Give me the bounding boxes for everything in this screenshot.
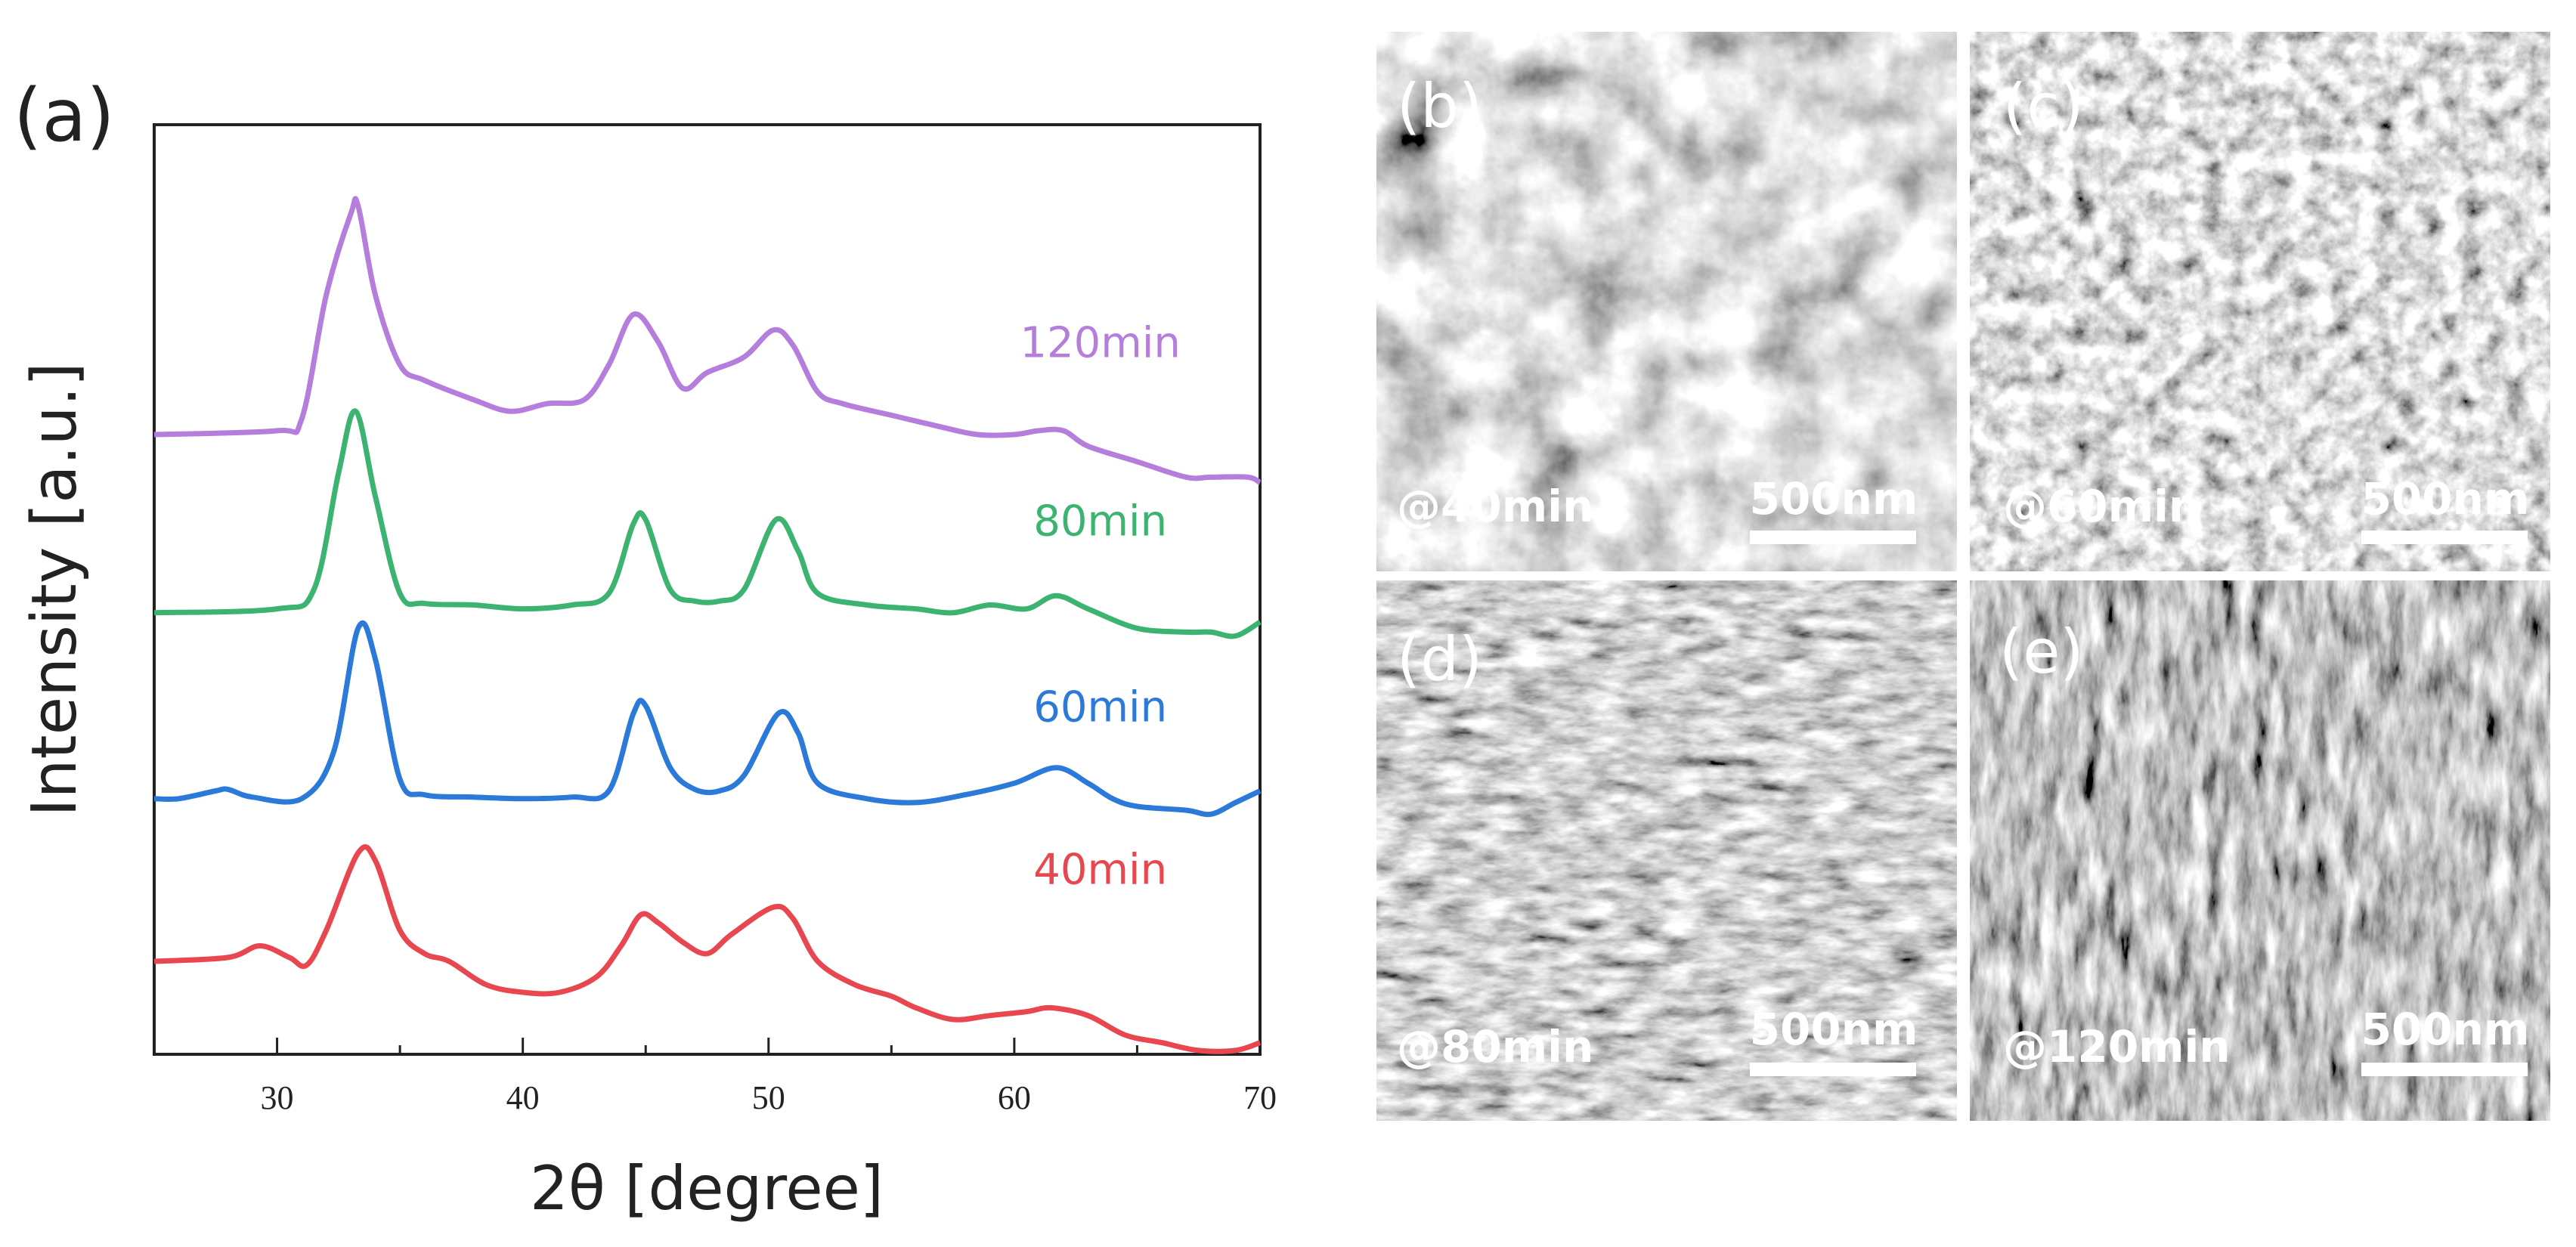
series-group: 120min 80min 60min 40min	[153, 196, 1262, 1054]
scale-label-e: 500nm	[2361, 1004, 2530, 1055]
sem-letter-d: (d)	[1397, 624, 1482, 695]
sem-time-label-c: @60min	[2003, 481, 2200, 532]
sem-time-label-d: @80min	[1397, 1021, 1593, 1072]
sem-panel-b: (b) @40min 500nm	[1376, 32, 1957, 571]
series-label-40min: 40min	[1033, 846, 1167, 895]
scale-bar-d	[1750, 1063, 1916, 1076]
scale-label-d: 500nm	[1750, 1004, 1918, 1055]
x-tick-label: 40	[506, 1079, 540, 1116]
sem-letter-b: (b)	[1397, 71, 1482, 141]
scale-bar-b	[1750, 531, 1916, 544]
y-axis-label: Intensity [a.u.]	[19, 362, 91, 816]
x-tick-label: 30	[261, 1079, 294, 1116]
x-axis-label: 2θ [degree]	[530, 1153, 884, 1224]
series-line-80min	[153, 408, 1262, 639]
scale-bar-e	[2361, 1063, 2528, 1076]
sem-time-label-e: @120min	[2003, 1021, 2231, 1072]
series-label-80min: 80min	[1033, 497, 1167, 546]
xrd-chart: 30 40 50 60 70 120min 80min 60min 40min Intensi…	[19, 123, 1277, 1224]
plot-frame	[153, 123, 1262, 1056]
series-line-60min	[153, 620, 1262, 818]
sem-panel-e: (e) @120min 500nm	[1970, 580, 2550, 1121]
series-label-120min: 120min	[1020, 319, 1181, 368]
series-label-60min: 60min	[1033, 682, 1167, 732]
scale-bar-c	[2361, 531, 2528, 544]
series-line-120min	[153, 196, 1262, 485]
sem-time-label-b: @40min	[1397, 481, 1593, 532]
sem-panel-d: (d) @80min 500nm	[1376, 580, 1957, 1121]
series-line-40min	[153, 844, 1262, 1054]
panel-a-label: (a)	[14, 73, 115, 158]
scale-label-b: 500nm	[1750, 473, 1918, 524]
sem-panel-c: (c) @60min 500nm	[1970, 32, 2550, 571]
x-tick-label: 50	[752, 1079, 785, 1116]
scale-label-c: 500nm	[2361, 473, 2530, 524]
x-axis: 30 40 50 60 70	[153, 1038, 1277, 1116]
x-tick-label: 60	[998, 1079, 1031, 1116]
x-tick-label: 70	[1243, 1079, 1277, 1116]
sem-letter-e: (e)	[1999, 617, 2084, 687]
sem-letter-c: (c)	[2003, 71, 2083, 141]
